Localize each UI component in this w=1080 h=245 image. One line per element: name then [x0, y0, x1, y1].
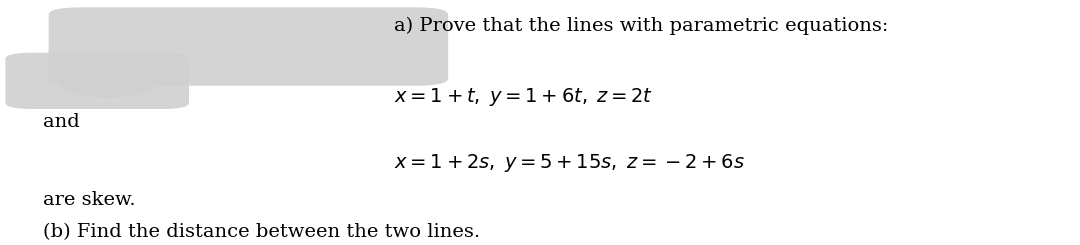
Text: $x = 1 + t, \; y = 1 + 6t, \; z = 2t$: $x = 1 + t, \; y = 1 + 6t, \; z = 2t$ — [394, 86, 653, 108]
Text: $x = 1 + 2s, \; y = 5 + 15s, \; z = -2 + 6s$: $x = 1 + 2s, \; y = 5 + 15s, \; z = -2 +… — [394, 152, 745, 174]
Text: a) Prove that the lines with parametric equations:: a) Prove that the lines with parametric … — [394, 17, 889, 35]
Text: and: and — [43, 113, 80, 131]
Text: are skew.: are skew. — [43, 191, 136, 209]
Text: (b) Find the distance between the two lines.: (b) Find the distance between the two li… — [43, 223, 481, 241]
